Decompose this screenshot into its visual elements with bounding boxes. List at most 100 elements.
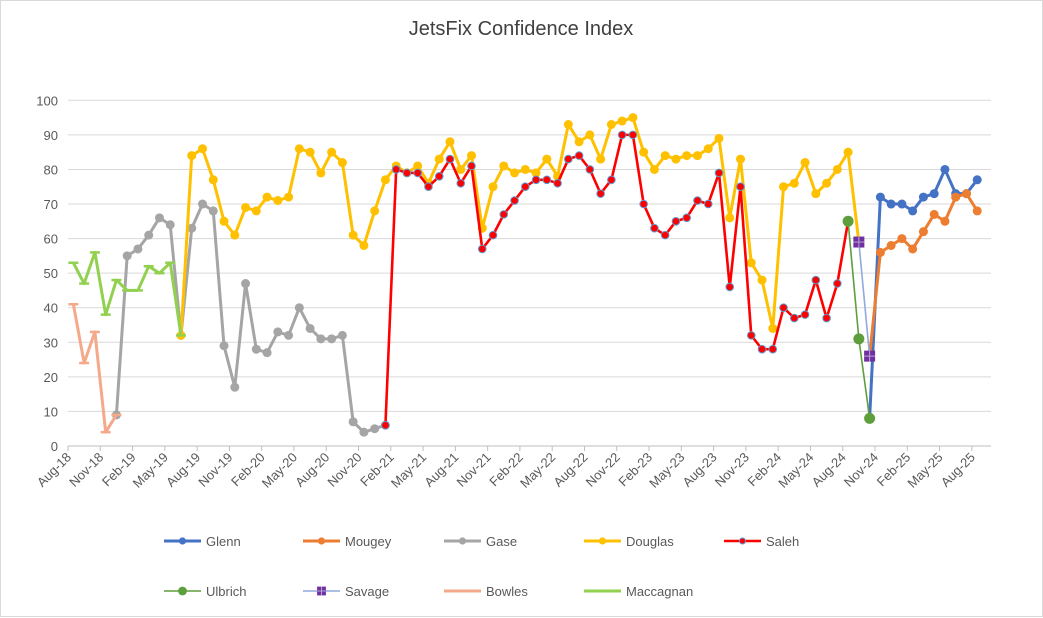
data-point-douglas bbox=[768, 323, 778, 333]
data-point-saleh bbox=[703, 199, 713, 209]
data-point-douglas bbox=[434, 154, 444, 164]
data-point-gase bbox=[327, 334, 337, 344]
data-point-glenn bbox=[886, 199, 896, 209]
x-tick-label: Nov-23 bbox=[712, 450, 752, 490]
data-point-glenn bbox=[940, 164, 950, 174]
data-point-mougey bbox=[929, 209, 939, 219]
legend-label: Ulbrich bbox=[206, 584, 246, 599]
legend-marker bbox=[738, 537, 747, 545]
data-point-douglas bbox=[413, 161, 423, 171]
y-tick-label: 30 bbox=[44, 335, 58, 350]
legend-item-gase[interactable]: Gase bbox=[444, 534, 517, 549]
y-tick-label: 60 bbox=[44, 232, 58, 247]
legend-item-saleh[interactable]: Saleh bbox=[724, 534, 799, 549]
data-point-gase bbox=[359, 427, 369, 437]
x-tick-label: Aug-25 bbox=[938, 450, 978, 490]
data-point-gase bbox=[230, 382, 240, 392]
data-point-saleh bbox=[564, 154, 573, 164]
y-tick-label: 40 bbox=[44, 301, 58, 316]
x-tick-label: Nov-21 bbox=[454, 450, 494, 490]
data-point-saleh bbox=[542, 175, 552, 185]
data-point-douglas bbox=[736, 154, 745, 164]
data-point-saleh bbox=[617, 130, 627, 140]
data-point-douglas bbox=[241, 202, 251, 212]
data-point-saleh bbox=[639, 199, 648, 209]
legend-item-bowles[interactable]: Bowles bbox=[444, 584, 528, 599]
x-tick-label: Aug-19 bbox=[163, 450, 203, 490]
data-point-saleh bbox=[434, 172, 444, 181]
legend-label: Bowles bbox=[486, 584, 528, 599]
data-point-douglas bbox=[251, 206, 261, 216]
series-saleh bbox=[381, 130, 853, 430]
legend-item-ulbrich[interactable]: Ulbrich bbox=[164, 584, 246, 599]
legend-item-glenn[interactable]: Glenn bbox=[164, 534, 241, 549]
x-tick-label: Aug-18 bbox=[34, 450, 74, 490]
y-tick-label: 10 bbox=[44, 404, 58, 419]
data-point-saleh bbox=[822, 313, 831, 323]
legend-item-mougey[interactable]: Mougey bbox=[303, 534, 392, 549]
data-point-gase bbox=[305, 323, 315, 333]
data-point-douglas bbox=[327, 147, 337, 157]
x-tick-label: Nov-18 bbox=[66, 450, 106, 490]
data-point-douglas bbox=[542, 154, 552, 164]
series-bowles bbox=[68, 303, 122, 434]
data-point-douglas bbox=[660, 151, 670, 161]
series-gase bbox=[111, 199, 390, 437]
series-line-mougey bbox=[868, 192, 979, 357]
legend-item-savage[interactable]: Savage bbox=[303, 584, 389, 599]
data-point-douglas bbox=[337, 158, 347, 168]
legend-item-maccagnan[interactable]: Maccagnan bbox=[584, 584, 693, 599]
data-point-glenn bbox=[875, 192, 885, 202]
data-point-glenn bbox=[972, 175, 982, 185]
data-point-douglas bbox=[725, 213, 735, 223]
legend-marker bbox=[317, 537, 326, 545]
legend-label: Mougey bbox=[345, 534, 392, 549]
series-ulbrich bbox=[842, 215, 876, 424]
data-point-saleh bbox=[714, 168, 724, 178]
data-point-douglas bbox=[198, 144, 207, 154]
data-point-saleh bbox=[800, 310, 810, 319]
data-point-saleh bbox=[521, 182, 530, 192]
data-point-douglas bbox=[703, 144, 713, 154]
data-point-douglas bbox=[370, 206, 380, 216]
data-point-saleh bbox=[445, 154, 455, 164]
data-point-mougey bbox=[972, 206, 982, 216]
x-tick-label: Aug-23 bbox=[679, 450, 719, 490]
data-point-saleh bbox=[790, 313, 799, 323]
data-point-gase bbox=[251, 344, 261, 354]
legend-item-douglas[interactable]: Douglas bbox=[584, 534, 674, 549]
y-axis: 0 10 20 30 40 50 60 70 80 90 100 bbox=[36, 93, 58, 454]
x-tick-label: Nov-19 bbox=[195, 450, 235, 490]
series-line-douglas bbox=[179, 116, 861, 336]
data-point-gase bbox=[348, 417, 358, 427]
data-point-mougey bbox=[886, 240, 896, 250]
series-lines bbox=[68, 113, 982, 437]
legend-label: Maccagnan bbox=[626, 584, 693, 599]
data-point-mougey bbox=[897, 234, 907, 244]
y-tick-label: 70 bbox=[44, 197, 58, 212]
data-point-douglas bbox=[456, 164, 466, 174]
data-point-glenn bbox=[908, 206, 918, 216]
data-point-douglas bbox=[639, 147, 649, 157]
y-tick-label: 90 bbox=[44, 128, 58, 143]
data-point-douglas bbox=[811, 189, 821, 199]
data-point-douglas bbox=[348, 230, 358, 240]
data-point-saleh bbox=[467, 161, 476, 171]
data-point-saleh bbox=[585, 165, 595, 174]
legend-marker bbox=[598, 537, 607, 545]
data-point-saleh bbox=[833, 279, 842, 288]
data-point-saleh bbox=[488, 230, 498, 240]
legend-label: Savage bbox=[345, 584, 389, 599]
data-point-gase bbox=[294, 303, 304, 313]
data-point-saleh bbox=[456, 178, 466, 188]
y-tick-label: 100 bbox=[36, 93, 58, 108]
data-point-gase bbox=[133, 244, 143, 254]
y-tick-label: 50 bbox=[44, 266, 58, 281]
x-tick-label: May-25 bbox=[904, 450, 945, 491]
data-point-douglas bbox=[510, 168, 520, 178]
data-point-douglas bbox=[596, 154, 606, 164]
data-point-saleh bbox=[811, 275, 821, 285]
data-point-saleh bbox=[424, 182, 433, 192]
data-point-gase bbox=[198, 199, 207, 209]
